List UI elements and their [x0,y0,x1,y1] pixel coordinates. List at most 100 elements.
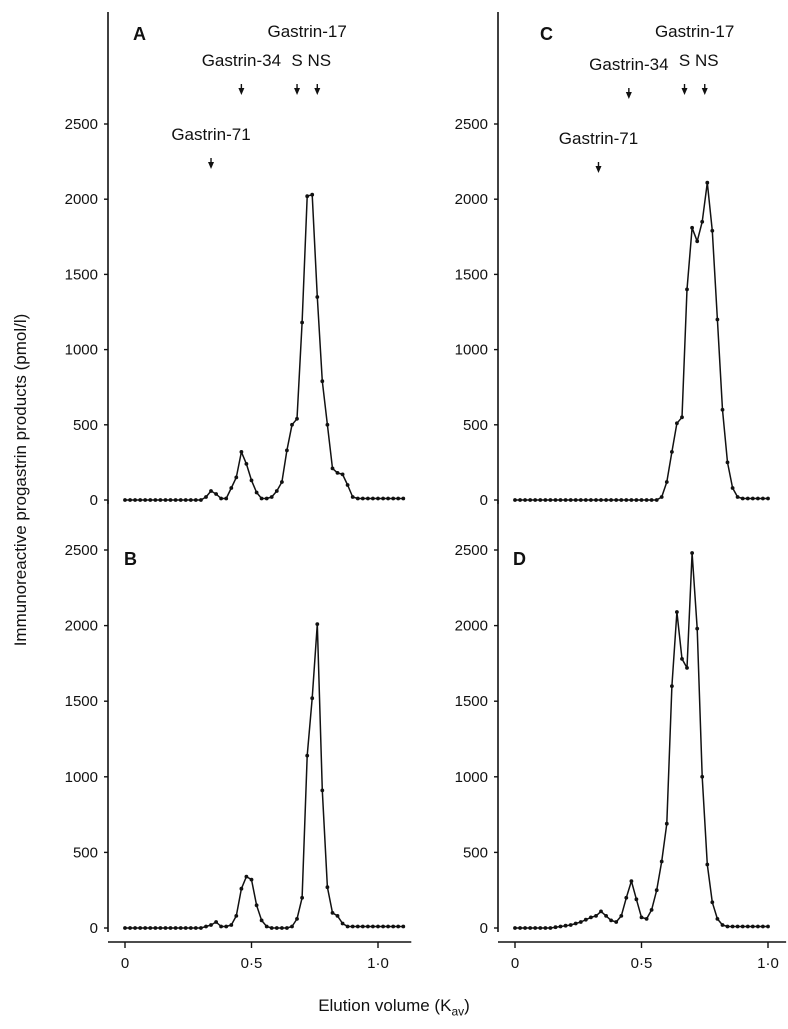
x-axis-label: Elution volume (Kav) [318,996,470,1019]
data-point [685,287,689,292]
data-point [285,448,289,453]
panel-label: B [124,549,137,569]
data-point [583,917,588,922]
data-point [350,495,355,499]
data-point [594,498,598,502]
data-point [335,914,340,918]
x-tick-label: 1·0 [757,955,779,972]
data-point [381,496,385,501]
data-point [290,422,294,427]
data-point [290,924,294,929]
data-point [183,926,188,930]
data-point [568,923,573,927]
data-point [533,498,538,502]
data-point [138,926,143,930]
data-point [538,926,543,930]
data-point [761,924,765,929]
data-point [745,496,750,501]
data-point [705,180,710,185]
data-point [589,915,593,920]
x-tick-label: 0 [121,955,129,972]
data-point [310,696,315,701]
data-point [609,498,613,502]
data-point [513,498,517,502]
data-point [371,496,375,501]
data-point [224,924,229,929]
marker-label-ns: NS [695,51,719,70]
data-point [209,923,213,927]
data-point [563,498,568,502]
data-point [523,926,527,930]
marker-arrow-icon [238,88,245,95]
data-point [138,498,143,502]
data-point [675,610,679,614]
data-point [735,924,740,929]
data-point [644,498,649,502]
data-point [274,926,279,930]
data-point [624,895,629,900]
data-point [553,498,558,502]
panel-label: D [513,549,526,569]
y-tick-label: 2000 [65,191,98,208]
x-axis-unit-subscript: av [451,1004,465,1019]
data-point [558,924,563,929]
x-tick-label: 1·0 [367,955,389,972]
data-point [573,921,578,926]
data-point [214,920,219,924]
y-tick-label: 2500 [65,542,98,559]
data-point [295,917,299,921]
data-point [345,924,350,929]
data-point [381,924,385,929]
data-point [685,666,689,670]
data-point [259,496,264,501]
data-point [178,498,183,502]
data-point [700,774,705,779]
data-point [548,926,553,930]
data-point [670,684,674,688]
data-point [710,228,715,233]
data-point [750,924,755,929]
data-point [659,859,664,864]
data-point [715,917,720,921]
data-point [558,498,563,502]
y-tick-label: 0 [480,920,488,937]
data-point [133,498,138,502]
data-point [543,498,548,502]
data-point [583,498,588,502]
data-point [518,498,522,502]
y-tick-label: 2000 [455,618,488,635]
marker-label-gastrin71: Gastrin-71 [559,129,638,148]
y-axis-label-wrap: Immunoreactive progastrin products (pmol… [6,0,36,1029]
data-point [168,498,173,502]
data-point [766,496,770,501]
data-point [578,920,583,924]
marker-arrow-icon [681,88,688,95]
x-axis-unit: K [440,996,452,1015]
data-point [254,490,259,495]
data-point [350,924,355,929]
data-point [690,551,694,555]
y-tick-label: 0 [480,492,488,509]
data-point [219,496,224,501]
data-point [391,924,396,929]
data-point [594,914,598,918]
series-line [515,552,768,929]
data-point [629,498,634,502]
data-point [188,926,193,930]
data-point [750,496,755,501]
data-point [285,926,289,930]
data-point [664,821,669,826]
data-point [239,886,244,891]
data-point [680,415,684,420]
data-point [376,924,380,929]
y-tick-label: 0 [90,920,98,937]
y-tick-label: 2500 [65,116,98,133]
data-point [168,926,173,930]
data-point [173,926,178,930]
marker-label-s: S [291,51,302,70]
marker-arrow-icon [294,88,301,95]
data-point [193,926,198,930]
data-point [325,885,330,890]
y-tick-label: 1000 [65,342,98,359]
